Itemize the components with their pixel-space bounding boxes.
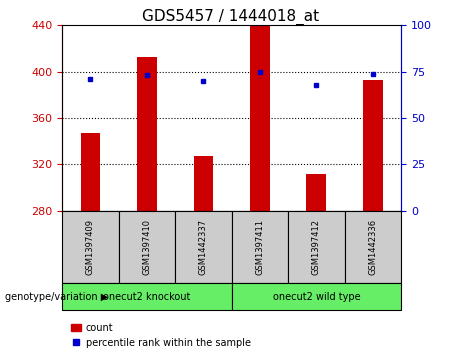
Bar	[344, 211, 401, 283]
Bar	[231, 283, 401, 310]
Bar	[288, 211, 344, 283]
Text: onecut2 wild type: onecut2 wild type	[272, 292, 360, 302]
Bar	[118, 211, 175, 283]
Bar	[250, 25, 270, 211]
Text: GSM1397409: GSM1397409	[86, 219, 95, 275]
Bar	[307, 174, 326, 211]
Bar	[231, 211, 288, 283]
Text: GSM1397412: GSM1397412	[312, 219, 321, 275]
Bar	[363, 80, 383, 211]
Bar	[62, 283, 231, 310]
Text: genotype/variation ▶: genotype/variation ▶	[5, 292, 108, 302]
Text: GSM1442337: GSM1442337	[199, 219, 208, 275]
Bar	[81, 133, 100, 211]
Bar	[62, 211, 118, 283]
Text: GSM1397410: GSM1397410	[142, 219, 152, 275]
Legend: count, percentile rank within the sample: count, percentile rank within the sample	[67, 319, 254, 351]
Text: GSM1442336: GSM1442336	[368, 219, 378, 275]
Bar	[194, 156, 213, 211]
Text: onecut2 knockout: onecut2 knockout	[103, 292, 191, 302]
Text: GDS5457 / 1444018_at: GDS5457 / 1444018_at	[142, 9, 319, 25]
Bar	[137, 57, 157, 211]
Text: GSM1397411: GSM1397411	[255, 219, 265, 275]
Bar	[175, 211, 231, 283]
